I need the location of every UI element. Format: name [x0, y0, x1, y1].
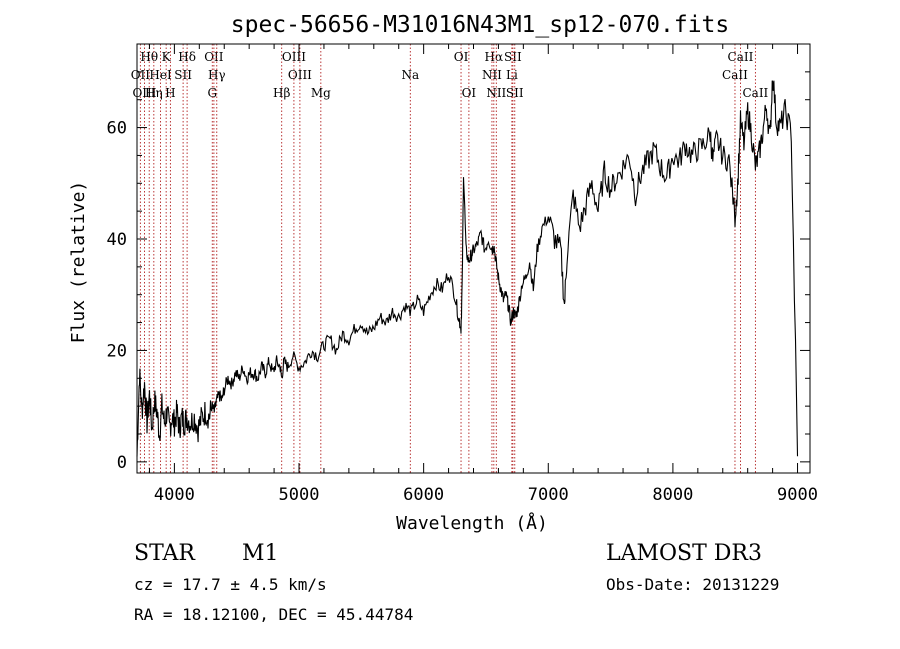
- marker-label: K: [162, 50, 172, 64]
- y-tick-label: 60: [107, 119, 127, 139]
- axis-ticks: 4000 5000 6000 7000 8000 9000 0 20 40 60: [107, 44, 818, 505]
- subclass-label: M1: [242, 541, 279, 566]
- y-tick-label: 40: [107, 230, 127, 250]
- marker-label: Hβ: [273, 86, 290, 100]
- marker-label: CaII: [728, 50, 754, 64]
- marker-label: Hδ: [178, 50, 196, 64]
- marker-label: G: [207, 86, 217, 100]
- x-tick-label: 5000: [279, 485, 320, 505]
- marker-label: Li: [506, 68, 518, 82]
- marker-label: HeI: [149, 68, 172, 82]
- marker-label: OIII: [132, 86, 156, 100]
- class-label: STAR: [134, 541, 196, 566]
- marker-label: NII: [482, 68, 502, 82]
- chart-title: spec-56656-M31016N43M1_sp12-070.fits: [231, 12, 730, 38]
- marker-label: CaII: [742, 86, 768, 100]
- marker-label: SII: [506, 86, 524, 100]
- marker-label: OI: [462, 86, 477, 100]
- radec-text: RA = 18.12100, DEC = 45.44784: [134, 605, 413, 624]
- marker-label: SII: [174, 68, 192, 82]
- x-tick-label: 8000: [652, 485, 693, 505]
- plot-frame: [136, 43, 811, 474]
- marker-label: H: [165, 86, 175, 100]
- marker-label: Hθ: [140, 50, 158, 64]
- marker-label: SII: [504, 50, 522, 64]
- marker-label: Hγ: [208, 68, 226, 82]
- obs-date-text: Obs-Date: 20131229: [606, 575, 779, 594]
- marker-label: OI: [454, 50, 469, 64]
- marker-label: NII: [486, 86, 506, 100]
- x-tick-label: 6000: [403, 485, 444, 505]
- marker-label: Mg: [311, 86, 331, 100]
- marker-label: OII: [204, 50, 224, 64]
- spectrum-line: [136, 80, 799, 457]
- plot-area: [136, 80, 799, 457]
- y-axis-label: Flux (relative): [68, 181, 89, 344]
- marker-label: Hη: [145, 86, 163, 100]
- marker-label: OIII: [288, 68, 312, 82]
- marker-label: Hα: [485, 50, 504, 64]
- marker-label: CaII: [722, 68, 748, 82]
- y-tick-label: 0: [117, 453, 127, 473]
- x-tick-label: 7000: [528, 485, 569, 505]
- x-tick-label: 9000: [777, 485, 818, 505]
- marker-label: OII: [131, 68, 151, 82]
- y-tick-label: 20: [107, 341, 127, 361]
- cz-text: cz = 17.7 ± 4.5 km/s: [134, 575, 327, 594]
- x-axis-label: Wavelength (Å): [396, 512, 548, 534]
- marker-label: OIII: [282, 50, 306, 64]
- marker-label: Na: [401, 68, 419, 82]
- survey-label: LAMOST DR3: [606, 541, 762, 566]
- x-tick-label: 4000: [154, 485, 195, 505]
